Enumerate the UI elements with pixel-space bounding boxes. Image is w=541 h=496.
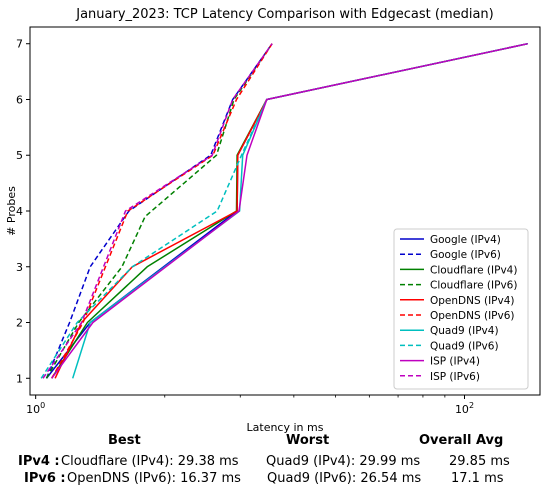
legend-label: Cloudflare (IPv4) (430, 264, 517, 276)
legend-label: ISP (IPv4) (430, 356, 480, 368)
y-tick-label: 2 (16, 317, 23, 330)
summary-worst-ipv6: Quad9 (IPv6): 26.54 ms (267, 471, 422, 486)
summary-best-ipv4: Cloudflare (IPv4): 29.38 ms (61, 454, 239, 469)
legend-label: OpenDNS (IPv4) (430, 295, 515, 307)
y-tick-label: 1 (16, 372, 23, 385)
summary-avg-ipv4: 29.85 ms (449, 454, 510, 469)
y-tick-label: 7 (16, 38, 23, 51)
legend-label: Google (IPv4) (430, 234, 501, 246)
x-axis-label: Latency in ms (247, 421, 324, 434)
summary-header-avg: Overall Avg (419, 433, 504, 448)
legend-label: Google (IPv6) (430, 249, 501, 261)
legend-label: OpenDNS (IPv6) (430, 310, 515, 322)
y-tick-label: 5 (16, 149, 23, 162)
legend-label: Quad9 (IPv6) (430, 340, 499, 352)
x-tick-label: 102 (455, 401, 474, 416)
summary-header-worst: Worst (286, 433, 330, 448)
x-tick-label: 100 (26, 401, 45, 416)
legend-label: Quad9 (IPv4) (430, 325, 499, 337)
summary-row-label-ipv6: IPv6 : (24, 471, 66, 486)
legend-label: ISP (IPv6) (430, 371, 480, 383)
legend-box (393, 228, 529, 390)
summary-header-best: Best (108, 433, 141, 448)
summary-worst-ipv4: Quad9 (IPv4): 29.99 ms (266, 454, 421, 469)
summary-best-ipv6: OpenDNS (IPv6): 16.37 ms (67, 471, 241, 486)
chart-title: January_2023: TCP Latency Comparison wit… (75, 7, 494, 22)
plot-area (40, 42, 528, 379)
series-line-cloudflare-ipv6 (45, 43, 273, 379)
y-axis-label: # Probes (5, 186, 18, 236)
series-line-opendns-ipv6 (51, 43, 273, 379)
series-line-isp-ipv4 (51, 42, 528, 379)
legend: Google (IPv4) Google (IPv6) Cloudflare (IP… (393, 228, 529, 390)
y-tick-label: 4 (16, 205, 23, 218)
summary-avg-ipv6: 17.1 ms (451, 471, 504, 486)
y-tick-label: 6 (16, 93, 23, 106)
series-line-isp-ipv6 (42, 43, 273, 379)
legend-label: Cloudflare (IPv6) (430, 280, 517, 292)
y-tick-label: 3 (16, 261, 23, 274)
summary-row-label-ipv4: IPv4 : (18, 454, 60, 469)
